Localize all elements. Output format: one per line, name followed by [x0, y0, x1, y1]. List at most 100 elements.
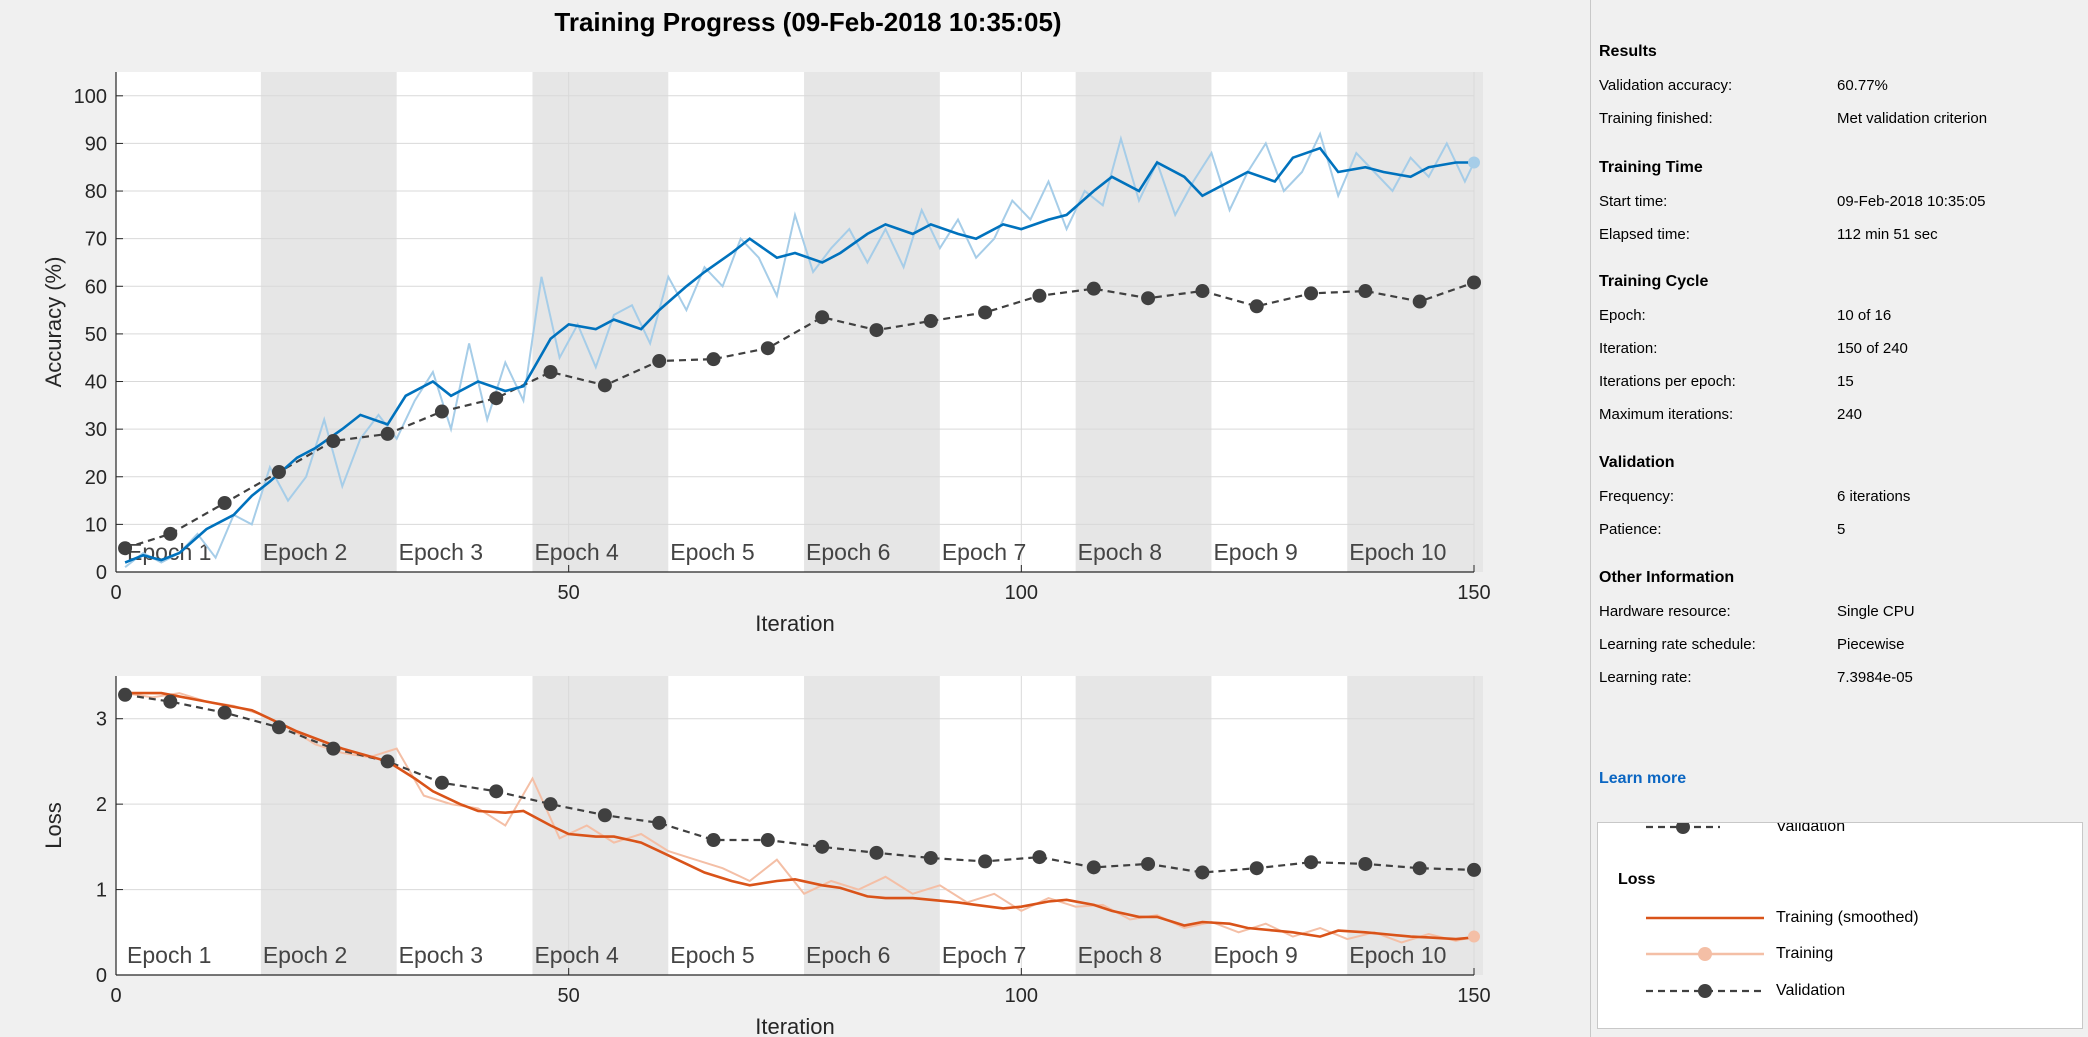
validation-point	[217, 705, 232, 720]
epoch-label: Epoch 10	[1349, 539, 1446, 565]
validation-point	[1467, 275, 1481, 290]
validation-point	[652, 354, 667, 369]
y-tick-label: 40	[85, 372, 107, 394]
validation-point	[815, 310, 830, 325]
validation-point	[1304, 286, 1319, 301]
validation-point	[118, 687, 133, 702]
y-tick-label: 1	[96, 880, 107, 902]
validation-point	[217, 495, 232, 510]
x-tick-label: 0	[110, 582, 121, 604]
info-label: Validation accuracy:	[1599, 77, 1733, 94]
info-value: 112 min 51 sec	[1837, 226, 1938, 243]
validation-point	[489, 391, 504, 406]
validation-point	[1086, 860, 1101, 875]
y-tick-label: 20	[85, 467, 107, 489]
validation-point	[271, 465, 286, 479]
validation-point	[706, 833, 721, 848]
info-label: Iterations per epoch:	[1599, 373, 1736, 390]
validation-point	[815, 839, 830, 854]
y-tick-label: 0	[96, 562, 107, 584]
legend-loss-heading: Loss	[1618, 871, 1656, 888]
validation-point	[760, 341, 775, 356]
training-last-point	[1468, 156, 1480, 169]
validation-point	[326, 741, 341, 756]
info-label: Start time:	[1599, 193, 1668, 210]
validation-point	[543, 797, 558, 812]
validation-point	[1358, 856, 1373, 871]
validation-point	[1032, 850, 1047, 865]
validation-point	[869, 845, 884, 860]
epoch-label: Epoch 2	[263, 539, 347, 565]
validation-point	[489, 784, 504, 799]
validation-point	[1358, 284, 1373, 299]
section-heading-4: Other Information	[1599, 569, 1735, 586]
epoch-label: Epoch 5	[670, 942, 754, 968]
info-label: Frequency:	[1599, 488, 1675, 505]
info-label: Patience:	[1599, 521, 1662, 538]
section-heading-1: Training Time	[1599, 159, 1703, 176]
legend-symbols	[1646, 823, 1764, 998]
info-label: Maximum iterations:	[1599, 406, 1734, 423]
y-tick-label: 50	[85, 324, 107, 346]
x-tick-label: 150	[1457, 582, 1490, 604]
validation-point	[1141, 856, 1156, 871]
validation-point	[923, 850, 938, 865]
x-axis-label: Iteration	[755, 611, 835, 636]
validation-point	[1141, 291, 1156, 306]
legend-box: Validation Loss Training (smoothed) Trai…	[1597, 822, 2083, 1029]
info-label: Elapsed time:	[1599, 226, 1690, 243]
x-tick-label: 150	[1457, 985, 1490, 1007]
validation-point	[380, 754, 395, 769]
epoch-label: Epoch 4	[534, 942, 619, 968]
info-value: 150 of 240	[1837, 340, 1908, 357]
section-heading-2: Training Cycle	[1599, 273, 1709, 290]
legend-validation-label: Validation	[1776, 982, 1846, 999]
info-value: 60.77%	[1837, 77, 1888, 94]
y-axis-label: Loss	[41, 802, 66, 848]
x-tick-label: 100	[1005, 985, 1038, 1007]
validation-point	[434, 404, 449, 419]
validation-point	[760, 833, 775, 848]
series-training-smoothed	[125, 691, 1475, 941]
epoch-label: Epoch 4	[534, 539, 619, 565]
legend-training-marker	[1698, 947, 1712, 961]
info-value: 6 iterations	[1837, 488, 1911, 505]
y-tick-label: 30	[85, 419, 107, 441]
validation-point	[1249, 299, 1264, 314]
epoch-label: Epoch 9	[1213, 942, 1297, 968]
epoch-band	[1075, 72, 1212, 572]
x-axis-label: Iteration	[755, 1014, 835, 1037]
epoch-band	[1347, 676, 1484, 975]
y-tick-label: 80	[85, 181, 107, 203]
loss-chart: Epoch 1 Epoch 2 Epoch 3 Epoch 4 Epoch 5 Epoch…	[41, 676, 1491, 1037]
x-tick-label: 100	[1005, 582, 1038, 604]
info-value: Met validation criterion	[1837, 110, 1988, 127]
learn-more-link[interactable]: Learn more	[1599, 770, 1687, 787]
info-panel: Results Validation accuracy: 60.77% Trainin…	[1590, 0, 2088, 1037]
epoch-band	[532, 676, 669, 975]
series-training-smoothed	[124, 146, 1474, 564]
y-tick-label: 90	[85, 133, 107, 155]
x-tick-label: 50	[558, 985, 580, 1007]
info-value: 7.3984e-05	[1837, 669, 1913, 686]
epoch-band	[804, 676, 940, 975]
validation-point	[1195, 284, 1210, 299]
validation-point	[1249, 861, 1264, 876]
x-tick-label: 0	[110, 985, 121, 1007]
y-tick-label: 10	[85, 514, 107, 536]
section-heading-3: Validation	[1599, 454, 1675, 471]
epoch-label: Epoch 3	[399, 539, 483, 565]
info-value: 5	[1837, 521, 1846, 538]
training-last-point	[1468, 930, 1480, 943]
info-value: 15	[1837, 373, 1854, 390]
epoch-label: Epoch 6	[806, 539, 890, 565]
validation-point	[597, 808, 612, 823]
info-label: Iteration:	[1599, 340, 1658, 357]
info-value: 240	[1837, 406, 1863, 423]
info-label: Learning rate:	[1599, 669, 1692, 686]
y-tick-label: 60	[85, 276, 107, 298]
info-label: Epoch:	[1599, 307, 1646, 324]
y-tick-label: 2	[96, 794, 107, 816]
accuracy-chart: Epoch 1 Epoch 2 Epoch 3 Epoch 4 Epoch 5 Epoch…	[41, 72, 1491, 636]
validation-point	[923, 314, 938, 329]
